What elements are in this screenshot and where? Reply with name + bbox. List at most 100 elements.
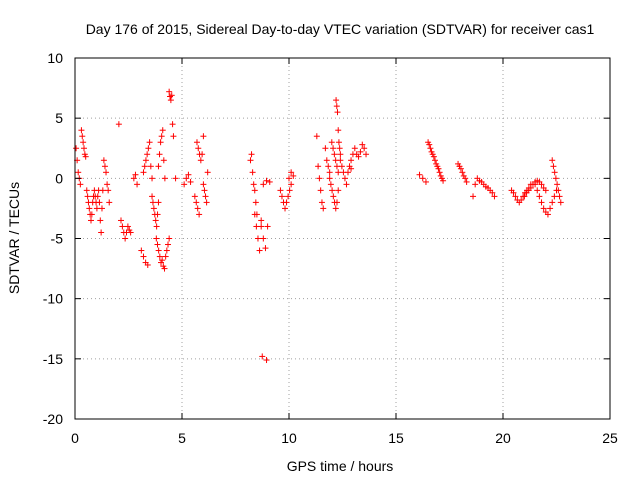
data-point [204, 169, 211, 176]
y-tick-label: -5 [51, 231, 64, 247]
data-point [286, 175, 292, 182]
data-point [122, 235, 129, 242]
data-point [250, 181, 257, 188]
data-point [359, 141, 366, 148]
data-point [202, 193, 209, 200]
data-point [141, 163, 148, 170]
data-point [100, 157, 107, 164]
data-point [153, 223, 160, 230]
y-tick-label: 5 [55, 110, 63, 126]
data-point [200, 133, 207, 140]
x-tick-label: 15 [388, 430, 404, 446]
data-point [549, 157, 556, 164]
data-point [75, 169, 82, 176]
data-point [282, 205, 289, 212]
data-point [140, 169, 147, 176]
data-point [134, 181, 141, 188]
data-point [166, 88, 173, 95]
data-point [83, 187, 90, 194]
data-point [288, 169, 295, 176]
data-point [86, 205, 93, 212]
data-point [101, 163, 108, 170]
data-point [419, 175, 426, 182]
data-point [248, 151, 255, 158]
data-point [534, 187, 541, 194]
data-point [286, 187, 293, 194]
data-point [518, 196, 525, 203]
data-point [556, 193, 563, 200]
data-point [106, 199, 113, 206]
data-point [155, 247, 162, 254]
data-point [338, 163, 345, 170]
data-point [538, 199, 545, 206]
data-point [416, 171, 423, 178]
data-point [555, 187, 562, 194]
data-point [197, 157, 204, 164]
data-point [288, 181, 295, 188]
data-point [258, 217, 265, 224]
data-point [149, 199, 156, 206]
data-point [540, 205, 547, 212]
data-point [337, 157, 344, 164]
data-point [130, 175, 137, 182]
data-point [78, 127, 85, 134]
data-point [77, 181, 84, 188]
data-point [193, 139, 200, 146]
data-point [161, 175, 168, 182]
data-point [181, 181, 188, 188]
data-point [457, 165, 464, 172]
data-point [463, 178, 470, 185]
data-point [459, 169, 466, 176]
data-point [87, 217, 94, 224]
data-point [152, 217, 159, 224]
data-point [161, 265, 168, 272]
data-point [335, 139, 342, 146]
data-point [549, 199, 556, 206]
data-point [357, 148, 364, 155]
data-point [200, 181, 207, 188]
data-point [159, 127, 166, 134]
data-point [557, 199, 564, 206]
data-point [283, 199, 290, 206]
data-point [166, 235, 173, 242]
y-tick-label: 10 [47, 50, 63, 66]
data-point [160, 157, 167, 164]
data-point [105, 187, 112, 194]
data-point [258, 223, 265, 230]
data-point [162, 253, 169, 260]
data-point [158, 133, 165, 140]
data-point [285, 193, 292, 200]
data-point [551, 193, 558, 200]
data-point [327, 181, 334, 188]
data-point [195, 145, 202, 152]
data-point [348, 157, 355, 164]
data-point [333, 97, 340, 104]
data-point [249, 169, 256, 176]
data-point [427, 145, 434, 152]
data-point [145, 145, 152, 152]
data-point [333, 103, 340, 110]
data-point [532, 181, 539, 188]
data-point [170, 133, 177, 140]
data-point [436, 169, 443, 176]
data-point [278, 193, 285, 200]
data-point [547, 205, 554, 212]
data-point [260, 181, 267, 188]
data-point [185, 171, 192, 178]
data-point [104, 181, 111, 188]
data-point [330, 193, 337, 200]
data-point [93, 205, 100, 212]
data-point [335, 127, 342, 134]
data-point [164, 241, 171, 248]
data-point [333, 199, 340, 206]
data-point [94, 193, 101, 200]
data-point [142, 157, 149, 164]
data-point [264, 223, 271, 230]
y-tick-label: -10 [43, 291, 63, 307]
data-point [326, 175, 333, 182]
data-point [88, 211, 95, 218]
data-point [336, 145, 343, 152]
data-point [538, 181, 545, 188]
data-point [254, 235, 261, 242]
